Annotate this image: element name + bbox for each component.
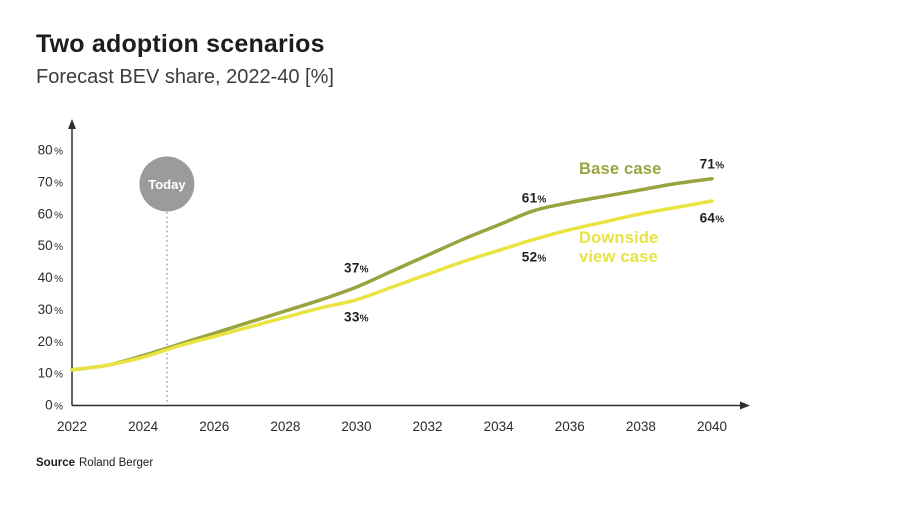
y-axis-arrow-icon [68, 119, 76, 129]
y-tick-label-0: 0% [45, 398, 63, 413]
source-label: Source [36, 457, 75, 469]
x-tick-label-2032: 2032 [413, 419, 443, 434]
y-tick-label-60: 60% [38, 206, 64, 221]
x-tick-label-2024: 2024 [128, 419, 159, 434]
y-tick-label-80: 80% [38, 143, 64, 158]
x-tick-label-2030: 2030 [341, 419, 371, 434]
x-tick-label-2040: 2040 [697, 419, 727, 434]
x-axis-arrow-icon [740, 401, 750, 410]
point-label-downside-2035: 52% [521, 249, 547, 265]
x-tick-label-2034: 2034 [484, 419, 515, 434]
source-text: Roland Berger [79, 457, 154, 469]
series-line-downside-view-case [70, 199, 714, 372]
x-tick-label-2028: 2028 [270, 419, 300, 434]
y-tick-label-20: 20% [38, 334, 64, 349]
x-tick-label-2036: 2036 [555, 419, 585, 434]
x-tick-label-2038: 2038 [626, 419, 656, 434]
point-label-downside-2040: 64% [699, 210, 725, 226]
today-label: Today [148, 177, 186, 192]
point-label-base-2040: 71% [699, 156, 725, 172]
x-tick-label-2026: 2026 [199, 419, 229, 434]
y-tick-label-50: 50% [38, 238, 64, 253]
point-label-downside-2030: 33% [344, 309, 369, 325]
y-tick-label-10: 10% [38, 366, 64, 381]
legend-base-case: Base case [579, 160, 662, 178]
y-tick-label-70: 70% [38, 174, 64, 189]
page-title: Two adoption scenarios [36, 30, 325, 58]
page-subtitle: Forecast BEV share, 2022-40 [%] [36, 66, 334, 88]
point-label-base-2030: 37% [344, 260, 369, 276]
y-tick-label-40: 40% [38, 270, 64, 285]
source-note: Source Roland Berger [36, 457, 153, 469]
y-tick-label-30: 30% [38, 302, 64, 317]
legend-downside-view-case: Downside view case [579, 229, 659, 266]
x-tick-label-2022: 2022 [57, 419, 87, 434]
point-label-base-2035: 61% [521, 190, 547, 206]
today-circle [139, 156, 195, 212]
